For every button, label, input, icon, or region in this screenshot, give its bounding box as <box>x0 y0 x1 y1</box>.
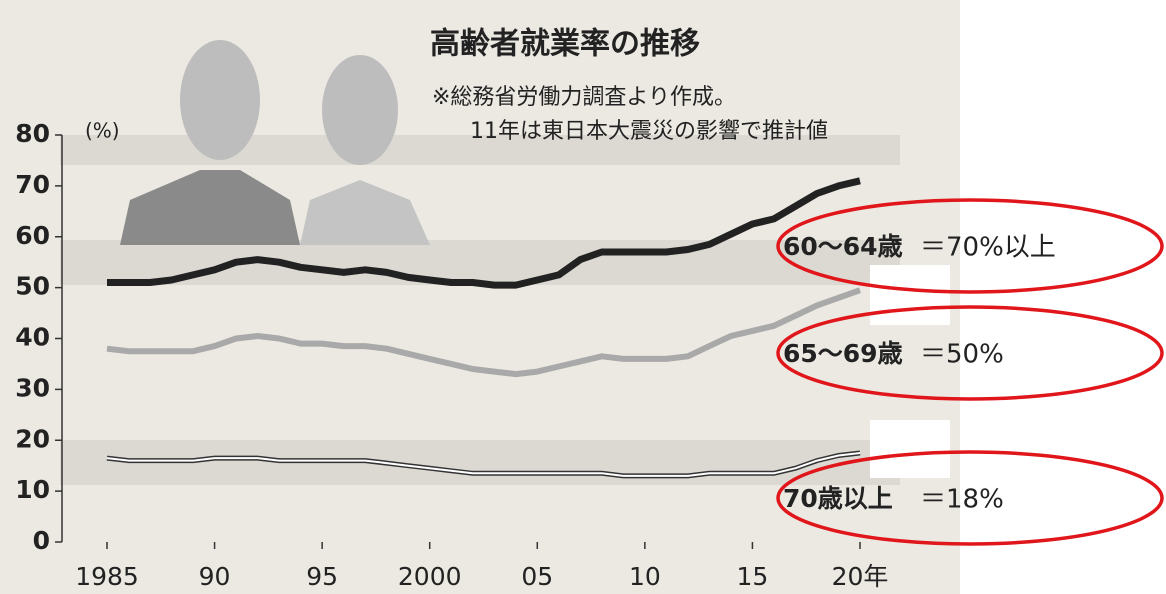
x-tick-label: 15 <box>737 562 769 591</box>
white-patch <box>870 265 950 325</box>
x-tick-label: 1985 <box>75 562 139 591</box>
y-tick-label: 0 <box>33 526 50 555</box>
note: 11年は東日本大震災の影響で推計値 <box>470 119 828 144</box>
subtitle: ※総務省労働力調査より作成。 <box>432 85 736 110</box>
annotation: ＝18% <box>920 485 1004 515</box>
x-tick-label: 95 <box>306 562 338 591</box>
x-tick-label: 10 <box>629 562 661 591</box>
legend-label: 65～69歳 <box>783 339 903 368</box>
y-tick-label: 60 <box>15 221 50 250</box>
y-tick-label: 20 <box>15 424 50 453</box>
y-tick-label: 50 <box>15 272 50 301</box>
legend-label: 70歳以上 <box>783 484 893 513</box>
y-tick-label: 40 <box>15 323 50 352</box>
legend-label: 60～64歳 <box>783 232 903 261</box>
x-tick-label: 20年 <box>832 562 889 591</box>
x-tick-label: 2000 <box>398 562 462 591</box>
y-tick-label: 10 <box>15 475 50 504</box>
y-tick-label: 30 <box>15 373 50 402</box>
chart: 高齢者就業率の推移 ※総務省労働力調査より作成。 11年は東日本大震災の影響で推… <box>0 0 1166 594</box>
chart-title: 高齢者就業率の推移 <box>430 27 700 62</box>
y-axis-label: (%) <box>85 119 120 143</box>
y-tick-label: 70 <box>15 170 50 199</box>
y-tick-label: 80 <box>15 119 50 148</box>
x-tick-label: 90 <box>199 562 231 591</box>
white-patch <box>870 420 950 478</box>
annotation: ＝70%以上 <box>920 233 1056 263</box>
x-tick-label: 05 <box>521 562 553 591</box>
annotation: ＝50% <box>920 340 1004 370</box>
